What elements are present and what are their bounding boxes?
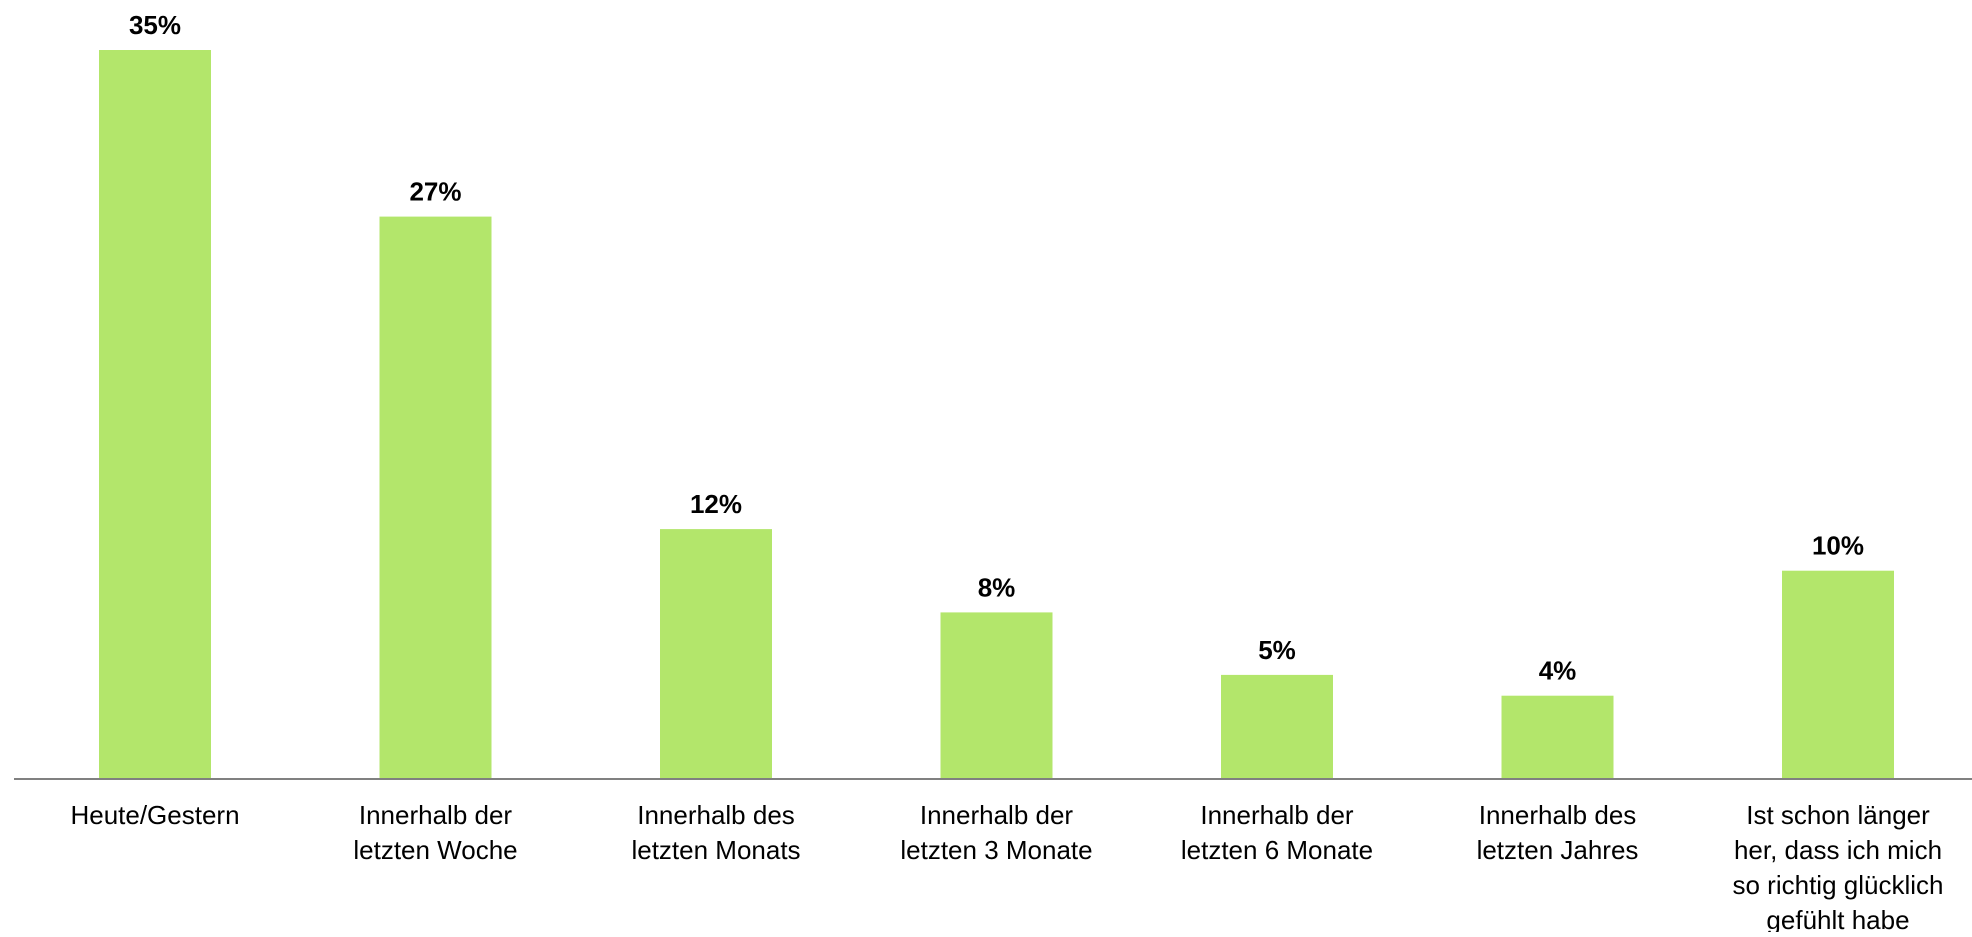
category-label-line: her, dass ich mich	[1734, 835, 1942, 865]
category-label-line: gefühlt habe	[1766, 905, 1909, 932]
value-label-4: 5%	[1258, 635, 1296, 665]
category-label-6: Ist schon länger her, dass ich mich so ric…	[1733, 800, 1944, 932]
category-label-line: Innerhalb des	[637, 800, 795, 830]
bar-5	[1501, 695, 1614, 779]
value-label-1: 27%	[409, 177, 461, 207]
category-label-2: Innerhalb des letzten Monats	[631, 800, 800, 865]
bar-0	[99, 50, 211, 779]
category-label-line: Innerhalb der	[1200, 800, 1354, 830]
category-label-0: Heute/Gestern	[70, 800, 239, 830]
category-label-line: letzten Monats	[631, 835, 800, 865]
category-label-3: Innerhalb der letzten 3 Monate	[900, 800, 1092, 865]
category-label-line: Ist schon länger	[1746, 800, 1930, 830]
value-label-2: 12%	[690, 489, 742, 519]
category-label-4: Innerhalb der letzten 6 Monate	[1181, 800, 1373, 865]
bar-6	[1782, 570, 1894, 779]
category-label-line: Innerhalb des	[1479, 800, 1637, 830]
bars-layer	[99, 50, 1894, 780]
category-label-line: letzten 3 Monate	[900, 835, 1092, 865]
value-label-3: 8%	[978, 572, 1016, 602]
category-label-line: letzten 6 Monate	[1181, 835, 1373, 865]
bar-3	[940, 612, 1053, 779]
category-label-line: Innerhalb der	[359, 800, 513, 830]
value-label-0: 35%	[129, 10, 181, 40]
category-label-line: Innerhalb der	[920, 800, 1074, 830]
category-label-5: Innerhalb des letzten Jahres	[1477, 800, 1639, 865]
value-label-6: 10%	[1812, 531, 1864, 561]
category-labels-layer: Heute/Gestern Innerhalb der letzten WocheI…	[70, 800, 1944, 935]
bar-2	[660, 529, 772, 779]
bar-4	[1221, 674, 1333, 779]
value-label-5: 4%	[1539, 656, 1577, 686]
category-label-line: letzten Jahres	[1477, 835, 1639, 865]
value-labels-layer: 35% 27% 12% 8% 5% 4% 10%	[129, 10, 1864, 686]
bar-1	[379, 216, 492, 780]
category-label-1: Innerhalb der letzten Woche	[353, 800, 517, 865]
category-label-line: Heute/Gestern	[70, 800, 239, 830]
category-label-line: letzten Woche	[353, 835, 517, 865]
category-label-line: so richtig glücklich	[1733, 870, 1944, 900]
